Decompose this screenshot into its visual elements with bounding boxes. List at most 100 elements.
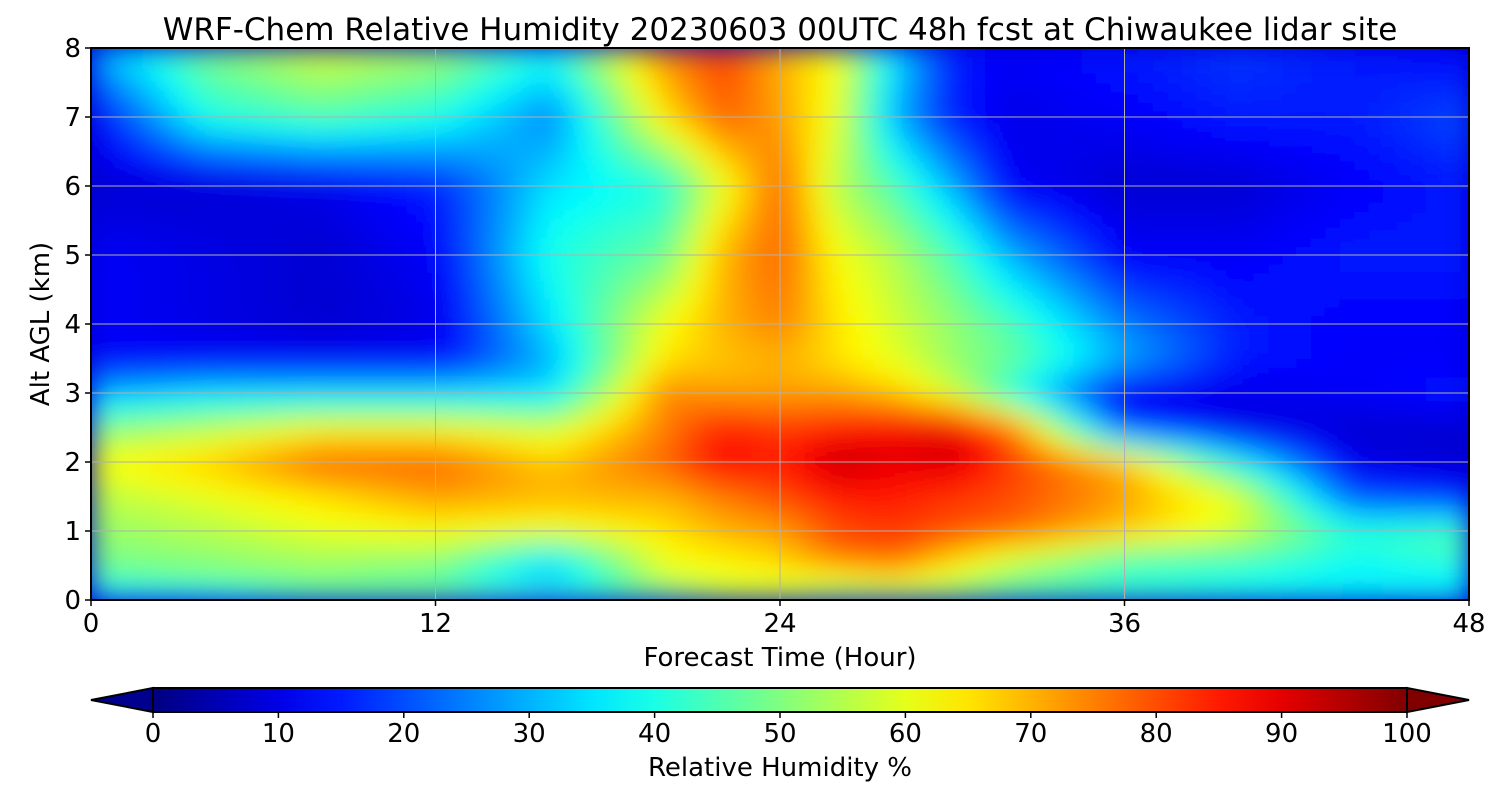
heatmap-cell [866,410,882,420]
heatmap-cell [765,246,781,256]
heatmap-cell [880,134,896,144]
heatmap-cell [119,306,135,317]
heatmap-cell [1196,505,1212,515]
heatmap-cell [550,263,566,274]
heatmap-cell [636,531,652,541]
heatmap-cell [91,436,107,446]
heatmap-cell [923,375,939,386]
heatmap-cell [837,237,853,248]
heatmap-cell [263,574,279,584]
heatmap-cell [980,591,997,600]
heatmap-cell [148,444,164,455]
heatmap-cell [1081,211,1097,222]
heatmap-cell [220,280,236,291]
heatmap-cell [808,117,824,127]
heatmap-cell [1052,56,1068,67]
heatmap-cell [679,367,695,377]
heatmap-cell [421,539,437,550]
heatmap-cell [535,263,552,274]
heatmap-cell [205,332,221,343]
heatmap-cell [1138,444,1154,455]
heatmap-cell [751,582,767,593]
heatmap-cell [607,591,623,600]
heatmap-cell [1153,168,1169,179]
heatmap-cell [693,99,710,110]
heatmap-cell [1110,349,1126,360]
heatmap-cell [1153,229,1169,239]
heatmap-cell [722,108,738,118]
heatmap-cell [320,341,336,351]
heatmap-cell [708,220,724,230]
heatmap-cell [564,418,580,429]
heatmap-cell [535,237,552,248]
heatmap-cell [1124,513,1140,524]
heatmap-cell [722,462,738,472]
heatmap-cell [492,358,509,368]
heatmap-cell [191,418,207,429]
heatmap-cell [550,582,566,593]
heatmap-cell [808,142,824,153]
heatmap-cell [464,315,480,325]
heatmap-cell [220,453,236,463]
heatmap-cell [980,160,997,170]
heatmap-cell [722,444,738,455]
heatmap-cell [966,255,982,265]
heatmap-cell [277,565,293,575]
heatmap-cell [148,487,164,498]
heatmap-cell [952,48,968,58]
heatmap-cell [306,384,322,394]
heatmap-cell [1110,418,1126,429]
heatmap-cell [593,556,609,567]
heatmap-cell [521,427,537,437]
heatmap-cell [823,194,839,205]
heatmap-cell [751,125,767,136]
heatmap-cell [177,367,193,377]
heatmap-cell [995,479,1011,489]
heatmap-cell [736,591,753,600]
heatmap-cell [521,539,537,550]
heatmap-cell [564,177,580,187]
heatmap-cell [1138,324,1154,334]
heatmap-cell [349,358,365,368]
heatmap-cell [851,375,867,386]
heatmap-cell [1167,444,1183,455]
heatmap-cell [1110,177,1126,187]
heatmap-cell [1009,56,1025,67]
heatmap-cell [335,65,351,75]
heatmap-cell [1038,410,1054,420]
heatmap-cell [478,99,494,110]
heatmap-cell [162,211,178,222]
heatmap-cell [134,229,150,239]
heatmap-cell [650,255,666,265]
heatmap-cell [708,591,724,600]
heatmap-cell [535,289,552,299]
heatmap-cell [923,531,939,541]
heatmap-cell [1181,298,1198,308]
heatmap-cell [349,168,365,179]
heatmap-cell [435,349,451,360]
heatmap-cell [134,393,150,403]
heatmap-cell [363,306,379,317]
heatmap-cell [162,324,178,334]
heatmap-cell [1181,565,1198,575]
heatmap-cell [1067,315,1083,325]
heatmap-cell [636,151,652,161]
heatmap-cell [291,56,308,67]
heatmap-cell [248,117,265,127]
heatmap-cell [995,315,1011,325]
heatmap-cell [736,582,753,593]
heatmap-cell [780,496,796,506]
heatmap-cell [277,410,293,420]
heatmap-cell [564,186,580,196]
heatmap-cell [665,479,681,489]
heatmap-cell [406,505,422,515]
heatmap-cell [894,349,910,360]
heatmap-cell [148,298,164,308]
heatmap-cell [679,237,695,248]
heatmap-cell [1138,237,1154,248]
heatmap-cell [492,194,509,205]
heatmap-cell [1110,125,1126,136]
heatmap-cell [449,418,465,429]
heatmap-cell [320,436,336,446]
heatmap-cell [363,574,379,584]
